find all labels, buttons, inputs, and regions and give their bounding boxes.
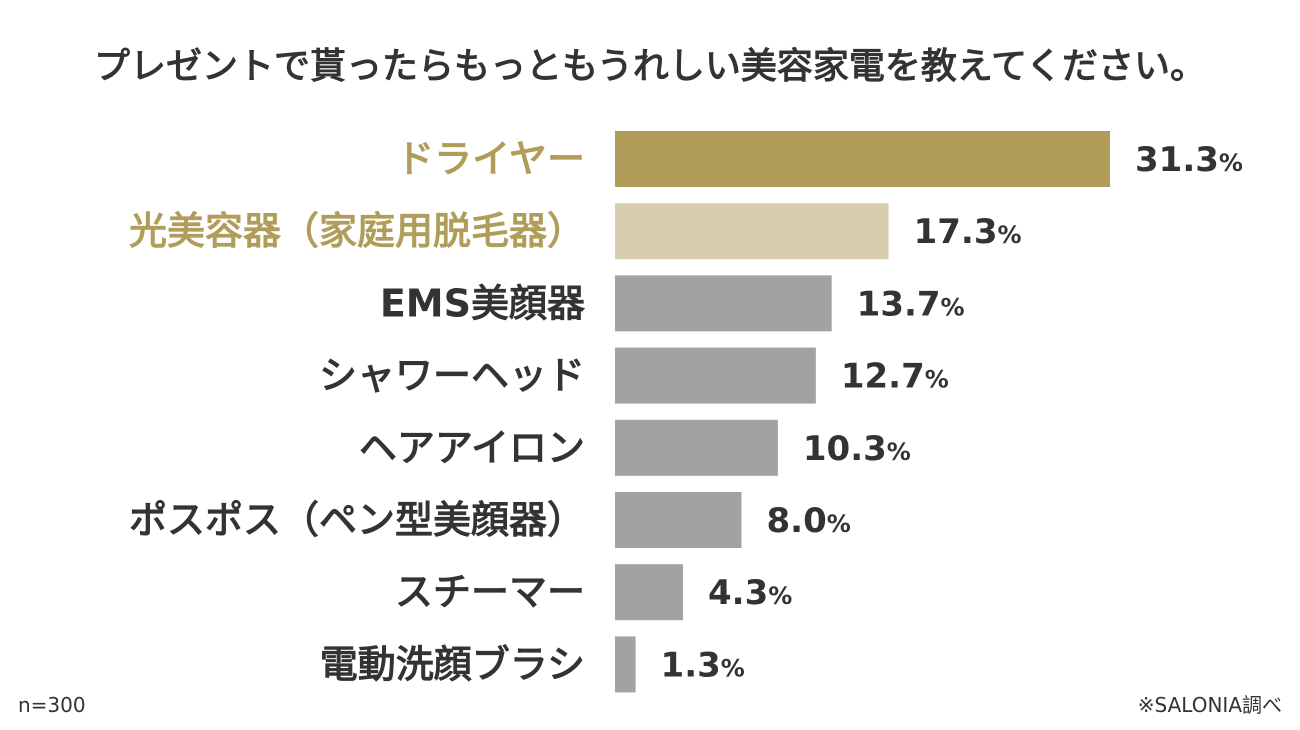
value-number: 4.3 [708, 573, 768, 613]
category-label: EMS美顔器 [380, 281, 586, 325]
bar [615, 347, 816, 404]
value-label: 17.3% [914, 212, 1022, 252]
value-unit: % [941, 293, 965, 321]
bar [615, 203, 889, 260]
bar [615, 492, 742, 548]
bar [615, 275, 832, 332]
category-label: ヘアアイロン [359, 426, 585, 470]
sample-size-note: n=300 [18, 693, 86, 717]
category-label: 光美容器（家庭用脱毛器） [129, 209, 585, 253]
chart-title: プレゼントで貰ったらもっともうれしい美容家電を教えてください。 [94, 46, 1206, 87]
category-label: ドライヤー [396, 137, 585, 181]
source-note: ※SALONIA調べ [1138, 693, 1282, 717]
value-unit: % [768, 582, 792, 610]
value-number: 10.3 [803, 429, 887, 469]
value-number: 1.3 [661, 645, 721, 685]
bars-layer: ドライヤー 31.3% 光美容器（家庭用脱毛器） 17.3% EMS美顔器 13.7% シャ… [129, 131, 1243, 693]
value-number: 31.3 [1135, 140, 1219, 180]
value-label: 1.3% [661, 645, 745, 685]
bar [615, 564, 684, 621]
value-number: 12.7 [841, 357, 925, 397]
value-unit: % [1219, 149, 1243, 177]
value-label: 4.3% [708, 573, 792, 613]
value-label: 12.7% [841, 357, 949, 397]
value-number: 8.0 [767, 501, 827, 541]
value-unit: % [997, 221, 1021, 249]
bar [615, 636, 636, 693]
value-unit: % [721, 654, 745, 682]
value-unit: % [925, 366, 949, 394]
category-label: ポスポス（ペン型美顔器） [129, 498, 585, 542]
value-label: 10.3% [803, 429, 911, 469]
value-unit: % [887, 438, 911, 466]
value-label: 8.0% [767, 501, 851, 541]
value-number: 13.7 [857, 284, 941, 324]
bar [615, 419, 778, 476]
category-label: シャワーヘッド [319, 354, 585, 398]
bar [615, 131, 1110, 187]
value-label: 13.7% [857, 284, 965, 324]
category-label: 電動洗顔ブラシ [320, 642, 585, 686]
category-label: スチーマー [395, 570, 585, 614]
value-label: 31.3% [1135, 140, 1243, 180]
value-number: 17.3 [914, 212, 998, 252]
value-unit: % [827, 510, 851, 538]
